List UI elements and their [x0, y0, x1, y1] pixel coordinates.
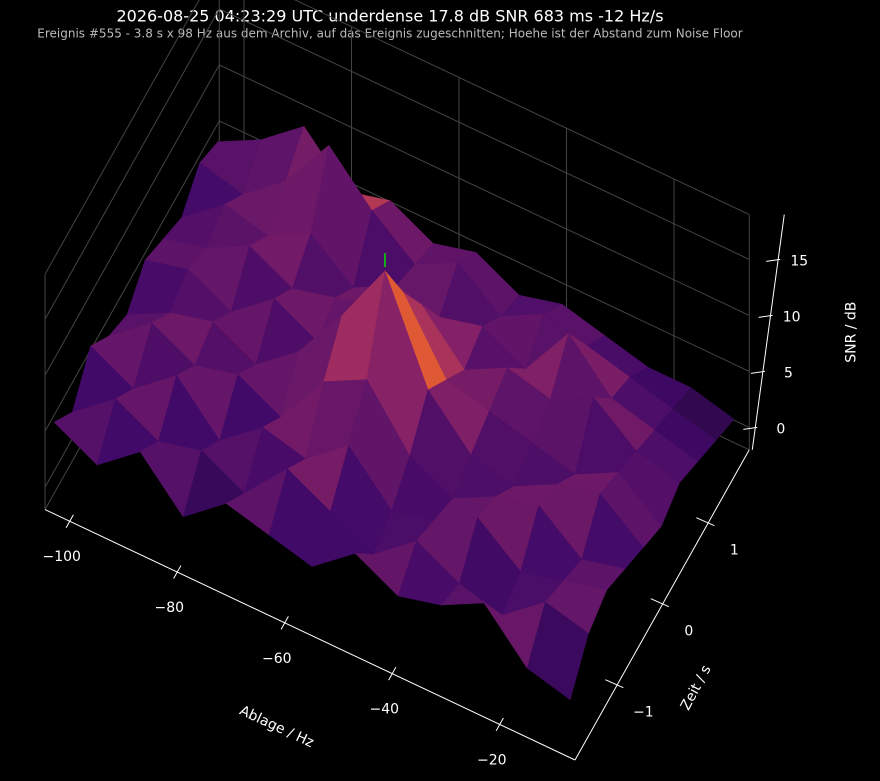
y-tick: [650, 598, 670, 608]
z-tick: [758, 314, 773, 318]
y-tick: [696, 517, 715, 527]
x-tick-label: −20: [477, 752, 507, 768]
x-tick: [65, 514, 74, 528]
x-tick-label: −60: [262, 651, 292, 667]
grid-line: [44, 120, 750, 432]
y-axis-label: Zeit / s: [678, 663, 715, 713]
chart-subtitle: Ereignis #555 - 3.8 s x 98 Hz aus dem Ar…: [37, 27, 742, 41]
chart-title: 2026-08-25 04:23:29 UTC underdense 17.8 …: [116, 7, 663, 26]
pane-edge: [44, 0, 750, 275]
y-axis: [574, 449, 750, 761]
x-axis: [44, 509, 576, 761]
x-tick: [173, 565, 182, 579]
grid-line: [44, 64, 750, 376]
z-tick-label: 5: [784, 365, 793, 381]
x-tick: [280, 616, 289, 630]
y-tick: [605, 679, 624, 689]
z-axis: [751, 214, 785, 450]
x-tick-label: −40: [369, 702, 399, 718]
z-tick: [750, 370, 766, 374]
x-tick-label: −100: [43, 549, 81, 565]
grid-line: [44, 8, 750, 320]
x-axis-label: Ablage / Hz: [237, 703, 316, 751]
z-tick-label: 15: [790, 253, 808, 269]
x-tick: [495, 717, 504, 732]
z-tick-label: 0: [776, 421, 785, 437]
z-tick: [743, 426, 758, 430]
z-tick-label: 10: [783, 309, 801, 325]
z-tick: [766, 258, 781, 262]
surface-patch: [526, 601, 589, 701]
y-tick-label: 1: [730, 543, 739, 559]
z-axis-label: SNR / dB: [843, 302, 859, 363]
y-tick-label: −1: [633, 705, 654, 721]
x-tick: [388, 666, 397, 681]
x-tick-label: −80: [154, 600, 184, 616]
y-tick-label: 0: [684, 624, 693, 640]
